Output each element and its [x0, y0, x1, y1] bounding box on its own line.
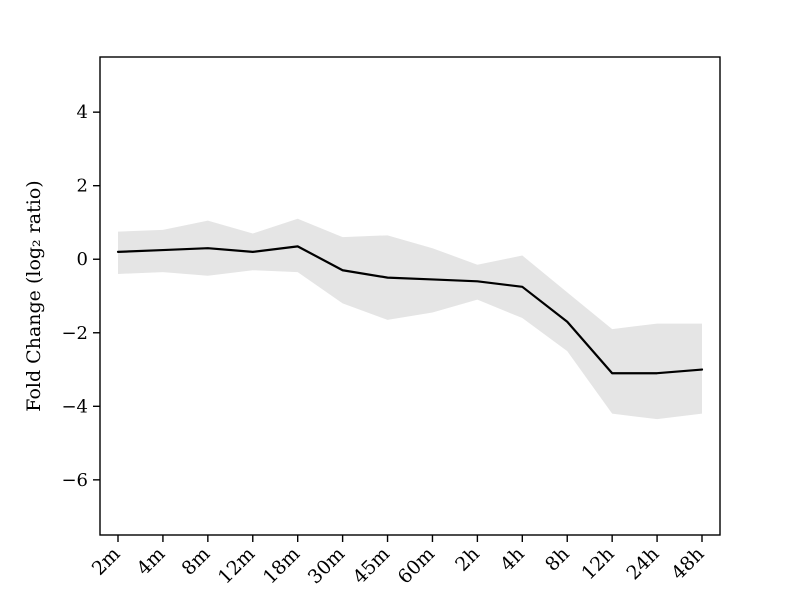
- y-tick-label: 2: [77, 176, 88, 197]
- y-tick-label: −4: [61, 396, 88, 417]
- y-tick-label: 4: [77, 102, 88, 123]
- x-tick-label: 45m: [349, 543, 394, 588]
- plot-frame: [99, 56, 721, 536]
- y-axis-label: Fold Change (log₂ ratio): [23, 180, 45, 411]
- y-tick-label: −6: [61, 470, 88, 491]
- x-tick-label: 4m: [133, 543, 170, 580]
- x-tick-label: 12m: [214, 543, 259, 588]
- x-tick-label: 18m: [259, 543, 304, 588]
- x-tick-label: 24h: [622, 543, 663, 584]
- y-tick-label: 0: [77, 249, 88, 270]
- x-tick-label: 60m: [394, 543, 439, 588]
- x-tick-label: 48h: [667, 543, 708, 584]
- x-tick-label: 4h: [496, 543, 529, 576]
- x-tick-label: 12h: [577, 543, 618, 584]
- x-tick-label: 8h: [541, 543, 574, 576]
- x-tick-label: 2h: [451, 543, 484, 576]
- x-tick-label: 30m: [304, 543, 349, 588]
- confidence-band: [118, 218, 702, 420]
- x-tick-label: 2m: [88, 543, 125, 580]
- y-tick-label: −2: [61, 323, 88, 344]
- x-tick-label: 8m: [178, 543, 215, 580]
- series-line: [116, 245, 704, 375]
